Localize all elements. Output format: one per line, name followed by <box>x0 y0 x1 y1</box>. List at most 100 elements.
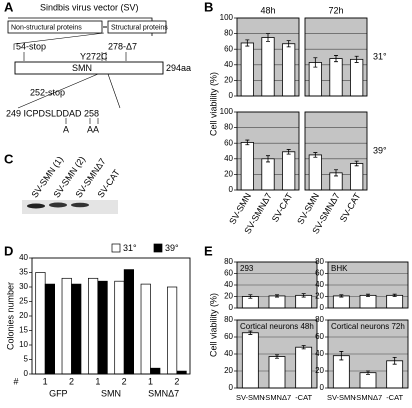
y-tick-label: 100 <box>220 107 234 116</box>
bar <box>268 295 286 309</box>
plot-frame <box>304 17 368 97</box>
y-tick-label: 0 <box>24 369 29 378</box>
bar <box>240 42 254 97</box>
y-tick-label: 40 <box>224 60 233 69</box>
y-tick-label: 0 <box>320 303 325 312</box>
gene-label: SMN <box>72 63 92 73</box>
bar <box>386 294 404 309</box>
error-bar <box>334 55 338 63</box>
y-tick-label: 20 <box>224 76 233 85</box>
x-tick-label: -SMNΔ7 <box>354 393 382 402</box>
y-tick-label: 20 <box>224 170 233 179</box>
y-tick-label: 30 <box>19 282 28 291</box>
y-tick-label: 60 <box>315 269 324 278</box>
bar <box>332 355 350 389</box>
bar <box>359 372 377 389</box>
panel-title: Cortical neurons 48h <box>240 322 314 331</box>
substitution-label: A <box>63 124 69 134</box>
mutation-label: 252-stop <box>30 87 65 97</box>
bar <box>308 154 322 191</box>
y-tick-label: 20 <box>19 311 28 320</box>
bar <box>261 158 275 191</box>
y-tick-label: 0 <box>320 383 325 392</box>
row-title: 31° <box>373 51 387 61</box>
group-label: GFP <box>49 388 68 398</box>
panel-title: BHK <box>331 264 348 273</box>
error-bar <box>245 139 250 146</box>
bar <box>150 367 161 375</box>
legend-swatch <box>153 243 163 253</box>
x-tick-label: SV-SMN <box>327 393 356 402</box>
bar <box>114 280 125 375</box>
y-tick-label: 20 <box>315 366 324 375</box>
panel-label: C <box>4 151 14 166</box>
bar <box>35 272 46 375</box>
y-tick-label: 60 <box>224 332 233 341</box>
x-tick-label: 1 <box>95 376 100 386</box>
bar <box>332 295 350 309</box>
nonstructural-box <box>7 20 103 34</box>
y-tick-label: 80 <box>315 315 324 324</box>
bar <box>282 43 296 97</box>
error-bar <box>366 370 370 375</box>
plot-frame <box>236 319 318 389</box>
legend-label: 31° <box>123 243 137 253</box>
legend-swatch <box>111 243 121 253</box>
bar <box>44 283 55 375</box>
substitution-label: AA <box>87 124 99 134</box>
y-tick-label: 80 <box>224 315 233 324</box>
bar <box>240 142 254 191</box>
x-tick-label: -CAT <box>295 393 312 402</box>
error-bar <box>301 293 306 298</box>
group-label: SMNΔ7 <box>148 388 179 398</box>
y-tick-label: 25 <box>19 297 28 306</box>
error-bar <box>366 293 370 297</box>
y-tick-label: 40 <box>224 280 233 289</box>
y-tick-label: 0 <box>229 91 234 100</box>
y-tick-label: 0 <box>229 185 234 194</box>
x-tick-label: 2 <box>122 376 127 386</box>
error-bar <box>248 330 253 335</box>
y-tick-label: 40 <box>315 349 324 358</box>
x-tick-label: SV-SMN <box>236 393 265 402</box>
structural-box <box>107 20 167 34</box>
y-tick-label: 60 <box>315 332 324 341</box>
panel-title: Cortical neurons 72h <box>331 322 405 331</box>
structural-label: Structural proteins <box>111 24 168 31</box>
y-tick-label: 0 <box>229 303 234 312</box>
error-bar <box>313 57 318 68</box>
x-axis-label: # <box>13 376 18 386</box>
x-tick-label: SV-CAT <box>338 191 363 224</box>
bar <box>71 283 82 375</box>
length-label: 294aa <box>166 63 191 73</box>
y-tick-label: 80 <box>315 257 324 266</box>
bar <box>282 151 296 191</box>
plot-frame <box>327 319 409 389</box>
plot-frame <box>236 111 300 191</box>
error-bar <box>275 294 279 298</box>
error-bar <box>339 351 344 361</box>
x-tick-label: 2 <box>69 376 74 386</box>
plot-frame <box>304 111 368 191</box>
error-bar <box>266 155 270 163</box>
y-tick-label: 35 <box>19 268 28 277</box>
legend-label: 39° <box>165 243 179 253</box>
x-tick-label: -SMNΔ7 <box>263 393 291 402</box>
insert-line <box>13 32 105 50</box>
row-title: 39° <box>373 145 387 155</box>
y-tick-label: 60 <box>224 138 233 147</box>
error-bar <box>245 39 250 47</box>
substitution-line <box>65 118 99 124</box>
error-bar <box>313 152 318 158</box>
bar <box>123 269 134 375</box>
plot-frame <box>31 257 191 375</box>
y-tick-label: 15 <box>19 326 28 335</box>
y-tick-label: 20 <box>224 366 233 375</box>
y-tick-label: 10 <box>19 340 28 349</box>
y-tick-label: 60 <box>224 44 233 53</box>
x-tick-label: 2 <box>174 376 179 386</box>
zoom-line <box>17 73 121 109</box>
y-tick-label: 20 <box>224 292 233 301</box>
blot-band <box>27 203 45 209</box>
